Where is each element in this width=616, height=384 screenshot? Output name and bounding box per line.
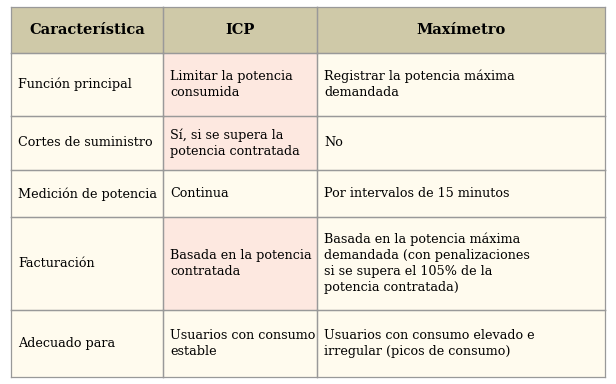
Text: Función principal: Función principal xyxy=(18,78,132,91)
Bar xyxy=(317,7,605,53)
Text: No: No xyxy=(324,136,343,149)
Bar xyxy=(163,310,317,377)
Bar xyxy=(317,53,605,116)
Bar xyxy=(163,116,317,170)
Text: Característica: Característica xyxy=(29,23,145,37)
Text: Cortes de suministro: Cortes de suministro xyxy=(18,136,153,149)
Bar xyxy=(317,116,605,170)
Bar xyxy=(163,53,317,116)
Text: ICP: ICP xyxy=(225,23,254,37)
Bar xyxy=(11,310,163,377)
Text: Basada en la potencia máxima
demandada (con penalizaciones
si se supera el 105% : Basada en la potencia máxima demandada (… xyxy=(324,233,530,295)
Text: Maxímetro: Maxímetro xyxy=(416,23,506,37)
Bar xyxy=(11,217,163,310)
Text: Registrar la potencia máxima
demandada: Registrar la potencia máxima demandada xyxy=(324,70,515,99)
Text: Limitar la potencia
consumida: Limitar la potencia consumida xyxy=(170,70,293,99)
Text: Continua: Continua xyxy=(170,187,229,200)
Text: Adecuado para: Adecuado para xyxy=(18,337,116,350)
Text: Usuarios con consumo
estable: Usuarios con consumo estable xyxy=(170,329,315,358)
Bar xyxy=(317,310,605,377)
Bar xyxy=(11,7,163,53)
Text: Basada en la potencia
contratada: Basada en la potencia contratada xyxy=(170,249,312,278)
Text: Usuarios con consumo elevado e
irregular (picos de consumo): Usuarios con consumo elevado e irregular… xyxy=(324,329,535,358)
Bar xyxy=(317,170,605,217)
Text: Facturación: Facturación xyxy=(18,257,95,270)
Bar xyxy=(11,170,163,217)
Bar xyxy=(163,7,317,53)
Bar xyxy=(11,116,163,170)
Bar xyxy=(163,217,317,310)
Text: Por intervalos de 15 minutos: Por intervalos de 15 minutos xyxy=(324,187,510,200)
Bar xyxy=(317,217,605,310)
Text: Medición de potencia: Medición de potencia xyxy=(18,187,158,200)
Bar xyxy=(11,53,163,116)
Text: Sí, si se supera la
potencia contratada: Sí, si se supera la potencia contratada xyxy=(170,128,299,158)
Bar xyxy=(163,170,317,217)
